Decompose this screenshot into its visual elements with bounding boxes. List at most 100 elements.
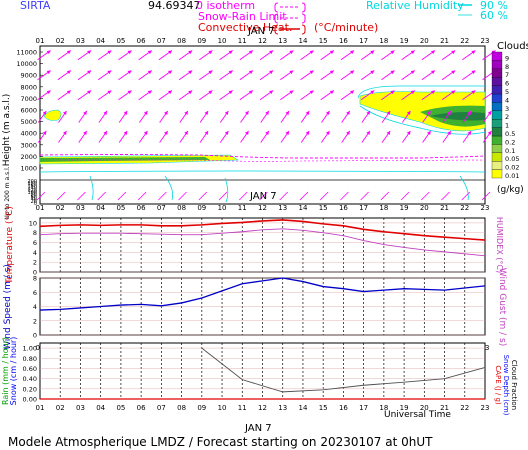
wind-arrow-head xyxy=(386,130,391,135)
surface-wind-arrow xyxy=(340,191,349,201)
hour-tick-label: 14 xyxy=(298,404,307,412)
hour-tick-label: 20 xyxy=(420,404,429,412)
wind-arrow-head xyxy=(329,90,334,95)
colorbar-level-label: 7 xyxy=(505,71,509,79)
surface-wind-arrow xyxy=(461,191,471,201)
surface-wind-arrow xyxy=(218,191,228,201)
cloud-fraction-axis-label: Cloud Fraction xyxy=(510,360,518,410)
legend-rh-90: 90 % xyxy=(480,0,508,12)
snow-rain-line xyxy=(60,159,486,162)
wind-arrow-head xyxy=(62,130,67,135)
surface-wind-arrow xyxy=(97,191,106,201)
wind-arrow-head xyxy=(123,130,128,135)
series-line-temperature xyxy=(39,219,486,241)
wind-arrow-head xyxy=(188,90,193,95)
surface-wind-arrow xyxy=(77,191,86,201)
wind-arrow-head xyxy=(309,90,314,95)
colorbar-swatch xyxy=(491,169,503,179)
height-tick-label: 6000 xyxy=(20,107,37,115)
wind-arrow-head xyxy=(390,70,395,75)
wind-arrow-head xyxy=(346,110,350,115)
wind-arrow-head xyxy=(471,90,476,95)
wind-arrow-head xyxy=(184,130,188,135)
wind-arrow-head xyxy=(329,70,334,75)
hour-tick-label: 23 xyxy=(481,204,490,212)
hour-tick-label: 04 xyxy=(96,204,105,212)
legend-snow-rain: Snow-Rain Limit xyxy=(198,10,287,23)
wind-arrow-head xyxy=(204,110,209,115)
hour-tick-label: 20 xyxy=(420,37,429,45)
hour-tick-label: 16 xyxy=(339,404,348,412)
colorbar-swatch xyxy=(491,93,503,103)
snow-depth-axis-label: Snow Depth (cm) xyxy=(502,355,510,416)
hour-tick-label: 11 xyxy=(238,404,247,412)
wind-arrow-head xyxy=(208,70,213,75)
colorbar-level-label: 0.1 xyxy=(505,147,515,155)
humidex-axis-label: HUMIDEX (°C) xyxy=(495,217,504,273)
colorbar-swatch xyxy=(491,68,503,78)
wind-arrow-head xyxy=(83,110,87,115)
wind-arrow-head xyxy=(208,50,213,55)
wind-arrow-head xyxy=(127,50,132,55)
hour-tick-label: 09 xyxy=(197,37,206,45)
surface-wind-arrow xyxy=(319,191,329,201)
hour-tick-label: 17 xyxy=(359,404,368,412)
y-tick-label: 0.20 xyxy=(23,385,37,393)
hour-tick-label: 09 xyxy=(197,204,206,212)
y-tick-label: 6 xyxy=(33,289,37,297)
hour-tick-label: 21 xyxy=(440,37,449,45)
hour-tick-label: 12 xyxy=(258,37,267,45)
hour-tick-label: 03 xyxy=(76,37,85,45)
surface-wind-arrow xyxy=(299,191,309,201)
hour-tick-label: 02 xyxy=(56,204,65,212)
colorbar-level-label: 2 xyxy=(505,113,509,121)
hour-tick-label: 07 xyxy=(157,204,166,212)
snow-axis-label: Snow (cm / hour) xyxy=(9,337,18,406)
wind-arrow-head xyxy=(107,70,112,75)
y-tick-label: 0.60 xyxy=(23,365,37,373)
colorbar-swatch xyxy=(491,152,503,162)
surface-wind-arrow xyxy=(56,191,66,201)
wind-arrow-head xyxy=(427,130,431,135)
surface-wind-arrow xyxy=(117,191,127,201)
wind-arrow-head xyxy=(410,90,415,95)
hour-tick-label: 17 xyxy=(359,37,368,45)
wind-arrow-head xyxy=(406,130,411,135)
hour-tick-label: 15 xyxy=(319,404,328,412)
wind-arrow-head xyxy=(87,90,92,95)
hour-tick-label: 09 xyxy=(197,404,206,412)
colorbar-level-label: 0.5 xyxy=(505,130,515,138)
wind-arrow-head xyxy=(147,50,152,55)
hour-tick-label: 22 xyxy=(460,204,469,212)
hour-tick-label: 18 xyxy=(379,37,388,45)
wind-arrow-head xyxy=(309,70,314,75)
colorbar-level-label: 3 xyxy=(505,105,509,113)
height-tick-label: 11000 xyxy=(16,49,37,57)
hour-tick-label: 07 xyxy=(157,404,166,412)
hour-tick-label: 15 xyxy=(319,37,328,45)
hour-tick-label: 18 xyxy=(379,204,388,212)
rain-axis-label: Rain (mm / hour) xyxy=(1,337,10,405)
hour-tick-label: 22 xyxy=(460,37,469,45)
height-tick-label: 5000 xyxy=(20,118,37,126)
wind-arrow-head xyxy=(228,90,233,95)
legend-isotherm: 0 isotherm xyxy=(196,0,255,12)
wind-arrow-head xyxy=(390,90,395,95)
hour-tick-label: 03 xyxy=(76,404,85,412)
y-tick-label: 0.40 xyxy=(23,375,37,383)
hour-tick-label: 22 xyxy=(460,404,469,412)
hour-tick-label: 06 xyxy=(137,204,146,212)
wind-arrow-head xyxy=(103,130,107,135)
model-footer: Modele Atmospherique LMDZ / Forecast sta… xyxy=(8,435,433,449)
height-tick-label: 10000 xyxy=(16,60,37,68)
wind-arrow-head xyxy=(168,70,173,75)
wind-arrow-head xyxy=(127,70,132,75)
wind-arrow-head xyxy=(390,50,395,55)
wind-arrow-head xyxy=(467,130,472,135)
hour-tick-label: 19 xyxy=(400,404,409,412)
wind-arrow-head xyxy=(164,130,168,135)
wind-arrow-head xyxy=(346,130,350,135)
hour-tick-label: 14 xyxy=(298,37,307,45)
hour-tick-label: 18 xyxy=(379,404,388,412)
